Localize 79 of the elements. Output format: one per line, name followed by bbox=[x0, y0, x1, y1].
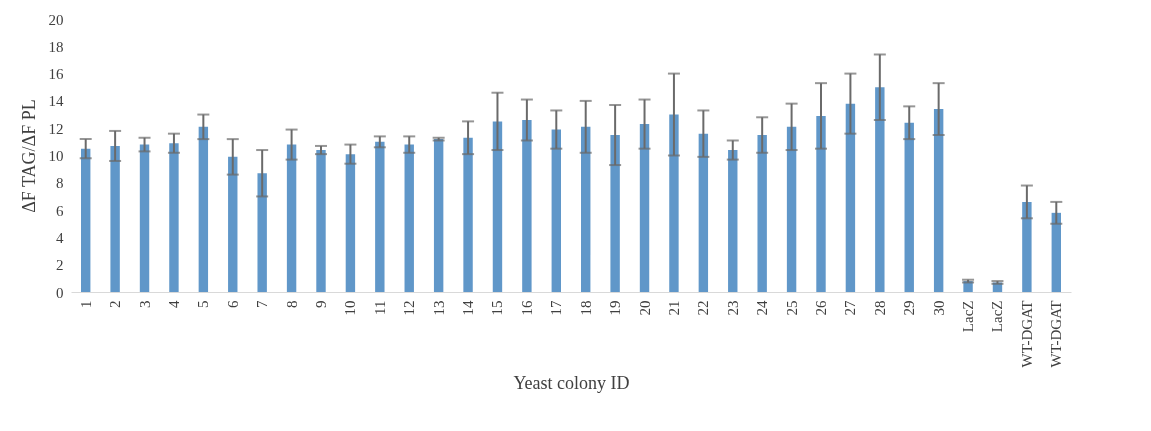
bar bbox=[257, 173, 267, 292]
bar bbox=[875, 87, 885, 292]
x-tick-label: 5 bbox=[195, 300, 212, 308]
x-tick-label: 27 bbox=[842, 300, 859, 316]
bar bbox=[463, 137, 473, 292]
y-tick-label: 2 bbox=[56, 257, 64, 274]
bar bbox=[933, 109, 944, 292]
bar bbox=[286, 144, 297, 292]
x-tick-label: 18 bbox=[577, 300, 594, 316]
bar bbox=[904, 122, 914, 292]
x-axis-title: Yeast colony ID bbox=[513, 373, 630, 394]
x-tick-label: 26 bbox=[813, 300, 829, 316]
bar bbox=[81, 148, 91, 292]
y-tick-label: 6 bbox=[56, 202, 64, 219]
x-tick-label: 28 bbox=[871, 300, 888, 316]
y-tick-label: 18 bbox=[48, 38, 64, 55]
bar bbox=[345, 154, 356, 292]
y-tick-label: 10 bbox=[48, 148, 64, 164]
x-tick-label: 10 bbox=[342, 300, 359, 316]
bar bbox=[816, 115, 826, 292]
x-tick-label: 14 bbox=[460, 300, 477, 316]
x-tick-label: 8 bbox=[283, 300, 300, 308]
x-tick-label: 21 bbox=[665, 300, 682, 316]
bar bbox=[1022, 201, 1032, 292]
y-tick-label: 14 bbox=[48, 93, 64, 110]
bar bbox=[581, 126, 591, 292]
x-tick-label: 13 bbox=[430, 300, 447, 316]
x-tick-label: LacZ bbox=[960, 300, 977, 333]
bar bbox=[757, 135, 767, 292]
bar bbox=[639, 124, 650, 292]
bar bbox=[375, 141, 385, 292]
x-tick-label: 3 bbox=[136, 300, 153, 308]
x-tick-label: 15 bbox=[489, 300, 506, 316]
bar bbox=[139, 144, 150, 292]
x-tick-label: 25 bbox=[783, 300, 800, 316]
x-tick-label: 11 bbox=[371, 300, 388, 315]
x-tick-label: 6 bbox=[224, 300, 241, 308]
bar bbox=[228, 156, 238, 292]
x-tick-label: 12 bbox=[401, 300, 418, 316]
x-tick-label: 23 bbox=[724, 300, 741, 316]
x-tick-label: LacZ bbox=[989, 300, 1006, 333]
bar bbox=[698, 133, 709, 292]
bar bbox=[316, 150, 326, 292]
x-tick-label: 17 bbox=[548, 300, 565, 316]
x-tick-label: 24 bbox=[754, 300, 771, 316]
bar bbox=[845, 103, 856, 292]
y-axis-title: ΔF TAG/ΔF PL bbox=[18, 99, 39, 213]
bar bbox=[1051, 212, 1061, 292]
y-tick-label: 20 bbox=[48, 11, 64, 28]
x-tick-label: 30 bbox=[930, 300, 947, 316]
bar bbox=[110, 145, 120, 292]
x-tick-label: 4 bbox=[165, 300, 182, 308]
bar bbox=[492, 121, 503, 292]
bar bbox=[551, 129, 561, 292]
y-tick-label: 16 bbox=[48, 66, 64, 83]
x-tick-label: 9 bbox=[313, 300, 329, 308]
x-tick-label: WT-DGAT bbox=[1018, 300, 1035, 368]
bar bbox=[198, 126, 209, 292]
bar bbox=[169, 143, 179, 292]
x-tick-label: 1 bbox=[77, 300, 94, 308]
x-tick-label: WT-DGAT bbox=[1048, 300, 1065, 368]
x-tick-label: 19 bbox=[607, 300, 624, 316]
x-tick-label: 29 bbox=[901, 300, 918, 316]
bar bbox=[404, 144, 414, 292]
x-tick-label: 7 bbox=[254, 300, 271, 308]
y-tick-label: 12 bbox=[48, 120, 64, 137]
bar bbox=[728, 150, 738, 292]
x-tick-label: 2 bbox=[107, 300, 124, 308]
x-tick-label: 16 bbox=[518, 300, 535, 316]
bar bbox=[669, 114, 679, 292]
bar bbox=[786, 126, 797, 292]
y-tick-label: 0 bbox=[56, 284, 64, 301]
y-tick-label: 4 bbox=[56, 229, 64, 246]
y-tick-label: 8 bbox=[56, 175, 64, 192]
x-tick-label: 22 bbox=[695, 300, 712, 316]
bar bbox=[522, 120, 532, 292]
bar bbox=[433, 139, 444, 292]
bar bbox=[610, 135, 620, 292]
x-tick-label: 20 bbox=[636, 300, 653, 316]
